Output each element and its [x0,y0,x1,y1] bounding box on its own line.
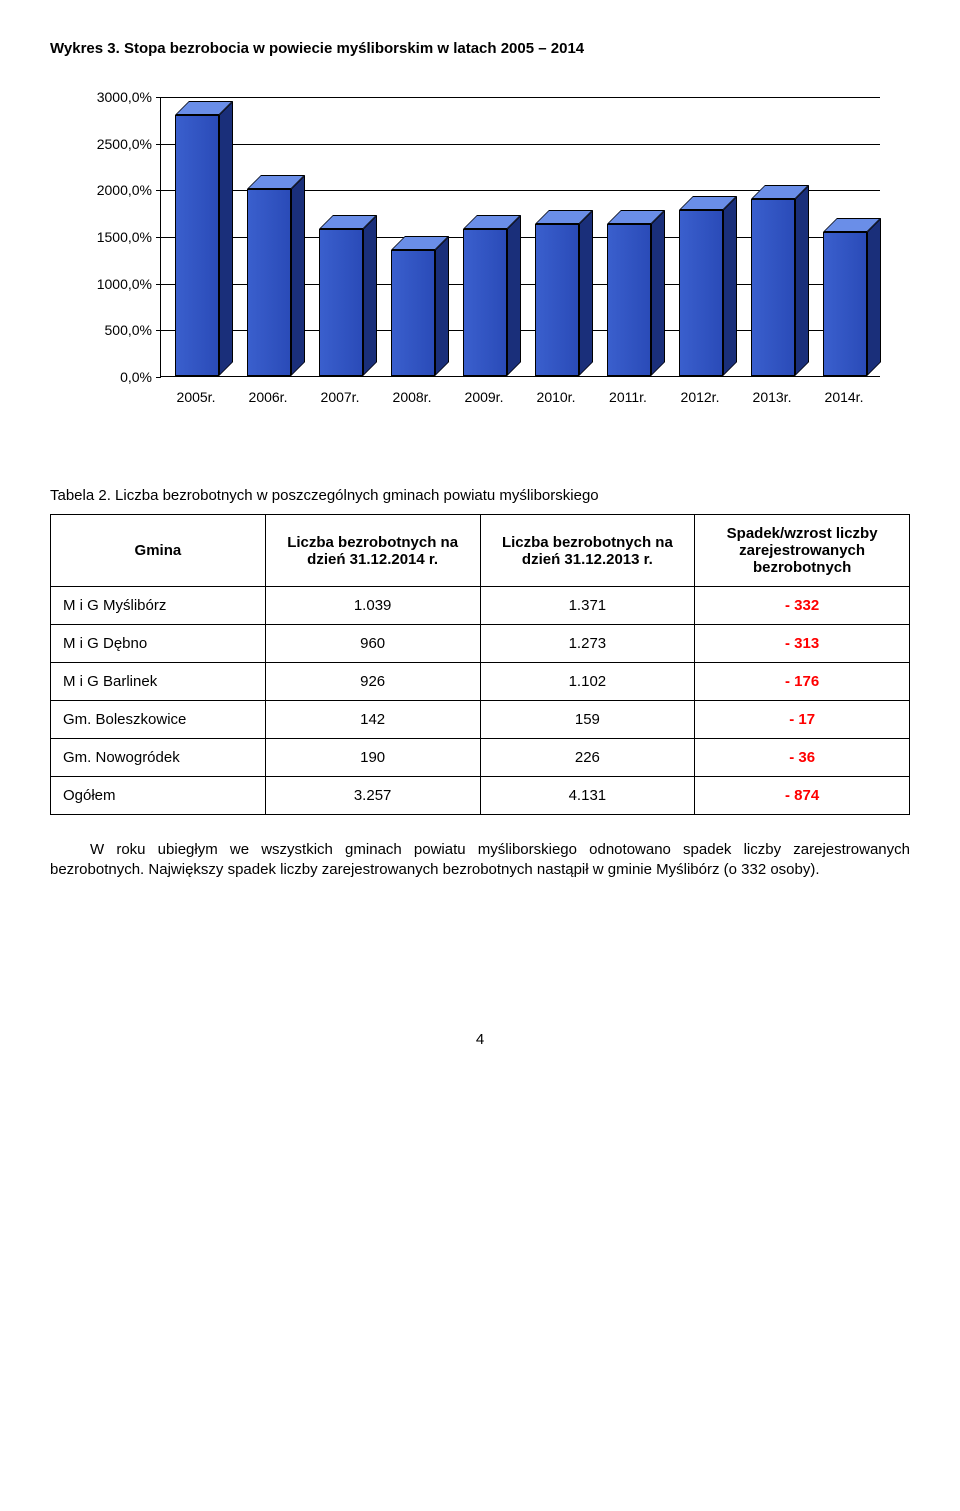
cell-delta: - 176 [695,663,910,701]
bar-side [507,215,521,376]
x-axis-label: 2014r. [825,389,864,405]
data-table: Gmina Liczba bezrobotnych na dzień 31.12… [50,514,910,815]
col-2013: Liczba bezrobotnych na dzień 31.12.2013 … [480,515,695,587]
cell-gmina: Gm. Nowogródek [51,739,266,777]
x-axis-label: 2005r. [177,389,216,405]
x-axis-label: 2010r. [537,389,576,405]
cell-2014: 960 [265,625,480,663]
cell-delta: - 313 [695,625,910,663]
y-axis-label: 2000,0% [70,182,152,198]
bar-side [435,236,449,376]
x-axis-label: 2009r. [465,389,504,405]
y-axis-label: 3000,0% [70,89,152,105]
cell-2014: 190 [265,739,480,777]
table-row: M i G Barlinek9261.102- 176 [51,663,910,701]
y-axis-label: 0,0% [70,369,152,385]
bar [175,115,219,376]
bar [391,250,435,376]
cell-gmina: M i G Barlinek [51,663,266,701]
cell-2013: 1.273 [480,625,695,663]
cell-2014: 142 [265,701,480,739]
x-axis-label: 2008r. [393,389,432,405]
table-row: Ogółem3.2574.131- 874 [51,777,910,815]
bar-front [463,229,507,376]
table-body: M i G Myślibórz1.0391.371- 332M i G Dębn… [51,587,910,815]
y-axis-label: 500,0% [70,322,152,338]
cell-2013: 1.371 [480,587,695,625]
y-tick [156,330,161,331]
bar [751,199,795,376]
bar-front [607,224,651,376]
bar-side [363,215,377,376]
cell-2014: 926 [265,663,480,701]
cell-2013: 159 [480,701,695,739]
cell-delta: - 17 [695,701,910,739]
x-axis-label: 2012r. [681,389,720,405]
y-tick [156,377,161,378]
bar-front [535,224,579,376]
y-tick [156,237,161,238]
col-delta: Spadek/wzrost liczby zarejestrowanych be… [695,515,910,587]
bar-side [651,210,665,376]
table-caption: Tabela 2. Liczba bezrobotnych w poszczeg… [50,487,910,504]
bar-front [247,189,291,376]
bar-chart: 0,0%500,0%1000,0%1500,0%2000,0%2500,0%30… [70,97,890,417]
bar-front [679,210,723,376]
chart-title: Wykres 3. Stopa bezrobocia w powiecie my… [50,40,910,57]
cell-2014: 3.257 [265,777,480,815]
table-header-row: Gmina Liczba bezrobotnych na dzień 31.12… [51,515,910,587]
col-2014: Liczba bezrobotnych na dzień 31.12.2014 … [265,515,480,587]
cell-2014: 1.039 [265,587,480,625]
x-axis-label: 2011r. [609,389,647,405]
bar-side [579,210,593,376]
cell-delta: - 36 [695,739,910,777]
col-gmina: Gmina [51,515,266,587]
y-tick [156,284,161,285]
cell-2013: 4.131 [480,777,695,815]
bar [679,210,723,376]
x-axis-label: 2013r. [753,389,792,405]
y-axis-label: 1000,0% [70,276,152,292]
cell-gmina: Gm. Boleszkowice [51,701,266,739]
x-axis-label: 2007r. [321,389,360,405]
bar [823,232,867,376]
bar-side [867,218,881,376]
bar [319,229,363,376]
bar-front [175,115,219,376]
y-axis-label: 1500,0% [70,229,152,245]
cell-gmina: M i G Myślibórz [51,587,266,625]
bar [607,224,651,376]
table-row: Gm. Boleszkowice142159- 17 [51,701,910,739]
page-number: 4 [50,1031,910,1048]
table-row: Gm. Nowogródek190226- 36 [51,739,910,777]
table-row: M i G Dębno9601.273- 313 [51,625,910,663]
y-tick [156,144,161,145]
y-axis-label: 2500,0% [70,136,152,152]
body-paragraph: W roku ubiegłym we wszystkich gminach po… [50,840,910,881]
table-row: M i G Myślibórz1.0391.371- 332 [51,587,910,625]
bar-side [291,175,305,376]
y-tick [156,190,161,191]
cell-gmina: M i G Dębno [51,625,266,663]
gridline [161,97,880,98]
cell-2013: 1.102 [480,663,695,701]
bar-front [823,232,867,376]
gridline [161,144,880,145]
plot-area [160,97,880,377]
bar [535,224,579,376]
cell-delta: - 332 [695,587,910,625]
bar-side [795,185,809,376]
cell-2013: 226 [480,739,695,777]
bar-front [319,229,363,376]
bar-front [391,250,435,376]
bar-side [723,196,737,376]
bar-side [219,101,233,376]
bar-front [751,199,795,376]
bar [463,229,507,376]
cell-gmina: Ogółem [51,777,266,815]
y-tick [156,97,161,98]
bar [247,189,291,376]
x-axis-label: 2006r. [249,389,288,405]
cell-delta: - 874 [695,777,910,815]
